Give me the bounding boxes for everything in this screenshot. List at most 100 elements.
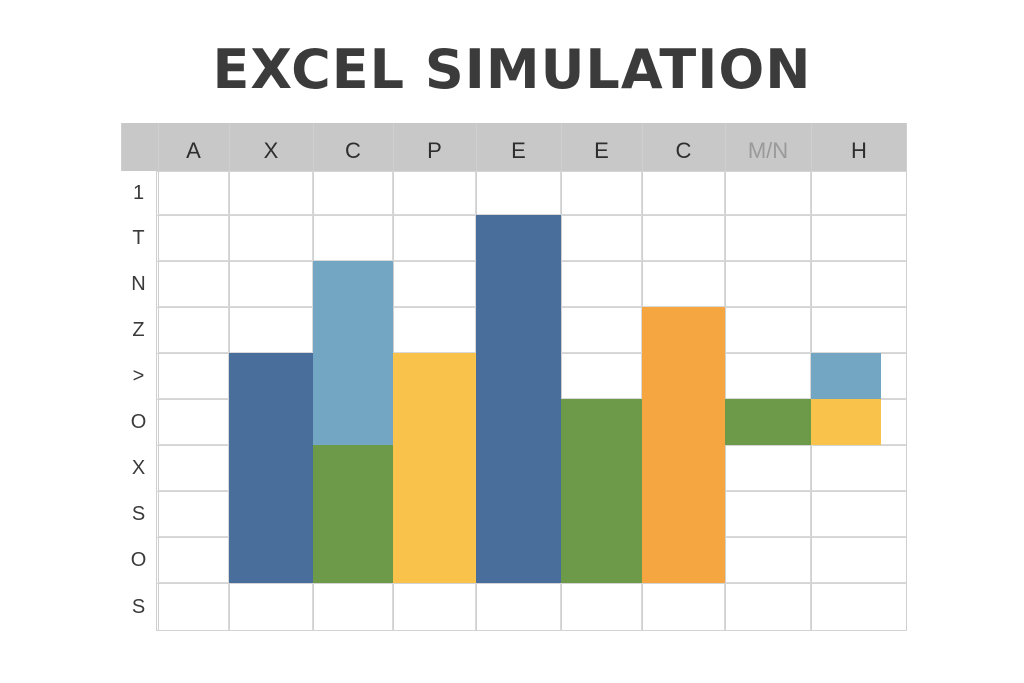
filled-cell-dark-blue[interactable] — [476, 261, 561, 307]
filled-cell-dark-blue[interactable] — [476, 445, 561, 491]
cell[interactable] — [811, 583, 907, 631]
cell[interactable] — [158, 445, 229, 491]
cell[interactable] — [158, 353, 229, 399]
cell[interactable] — [158, 491, 229, 537]
cell[interactable] — [811, 171, 907, 215]
cell[interactable] — [313, 215, 393, 261]
cell[interactable] — [561, 307, 642, 353]
filled-cell-green[interactable] — [313, 445, 393, 491]
filled-cell-orange[interactable] — [642, 537, 725, 583]
filled-cell-light-blue[interactable] — [313, 353, 393, 399]
cell[interactable] — [158, 399, 229, 445]
row-header-7[interactable]: X — [121, 445, 157, 491]
cell[interactable] — [313, 171, 393, 215]
cell[interactable] — [642, 215, 725, 261]
column-header-3[interactable]: C — [345, 138, 361, 163]
cell[interactable] — [725, 445, 811, 491]
filled-cell-green[interactable] — [725, 399, 811, 445]
filled-cell-orange[interactable] — [642, 399, 725, 445]
cell[interactable] — [725, 537, 811, 583]
cell[interactable] — [476, 583, 561, 631]
cell[interactable] — [158, 307, 229, 353]
cell[interactable] — [476, 171, 561, 215]
cell[interactable] — [158, 583, 229, 631]
filled-cell-green[interactable] — [313, 537, 393, 583]
cell[interactable] — [229, 583, 313, 631]
filled-cell-green[interactable] — [561, 537, 642, 583]
filled-cell-yellow[interactable] — [393, 445, 476, 491]
cell[interactable] — [393, 171, 476, 215]
filled-cell-dark-blue[interactable] — [229, 353, 313, 399]
filled-cell-dark-blue[interactable] — [229, 491, 313, 537]
cell[interactable] — [561, 583, 642, 631]
filled-cell-light-blue[interactable] — [313, 261, 393, 307]
cell[interactable] — [158, 215, 229, 261]
row-header-3[interactable]: N — [121, 261, 157, 307]
column-header-1[interactable]: A — [186, 138, 201, 163]
filled-cell-orange[interactable] — [642, 353, 725, 399]
filled-cell-dark-blue[interactable] — [229, 445, 313, 491]
cell[interactable] — [158, 171, 229, 215]
cell[interactable] — [725, 353, 811, 399]
cell[interactable] — [725, 491, 811, 537]
row-header-5[interactable]: > — [121, 353, 157, 399]
cell[interactable] — [811, 537, 907, 583]
filled-cell-green[interactable] — [561, 399, 642, 445]
cell[interactable] — [642, 583, 725, 631]
cell[interactable] — [393, 215, 476, 261]
cell[interactable] — [725, 583, 811, 631]
row-header-4[interactable]: Z — [121, 307, 157, 353]
cell[interactable] — [811, 445, 907, 491]
column-header-8[interactable]: M/N — [747, 138, 789, 163]
row-header-8[interactable]: S — [121, 491, 157, 537]
column-header-4[interactable]: P — [427, 138, 442, 163]
filled-cell-green[interactable] — [313, 491, 393, 537]
filled-cell-dark-blue[interactable] — [476, 307, 561, 353]
cell[interactable] — [229, 307, 313, 353]
row-header-2[interactable]: T — [121, 215, 157, 261]
cell[interactable] — [561, 261, 642, 307]
filled-cell-light-blue[interactable] — [811, 353, 881, 399]
cell[interactable] — [642, 261, 725, 307]
filled-cell-dark-blue[interactable] — [476, 537, 561, 583]
column-header-7[interactable]: C — [675, 138, 692, 163]
cell[interactable] — [158, 537, 229, 583]
cell[interactable] — [811, 491, 907, 537]
filled-cell-orange[interactable] — [642, 491, 725, 537]
row-header-6[interactable]: O — [121, 399, 157, 445]
row-header-10[interactable]: S — [121, 583, 157, 631]
filled-cell-orange[interactable] — [642, 445, 725, 491]
cell[interactable] — [393, 261, 476, 307]
cell[interactable] — [725, 171, 811, 215]
cell[interactable] — [561, 353, 642, 399]
column-header-2[interactable]: X — [263, 138, 279, 163]
cell[interactable] — [561, 171, 642, 215]
filled-cell-light-blue[interactable] — [313, 399, 393, 445]
cell[interactable] — [811, 261, 907, 307]
cell[interactable] — [725, 307, 811, 353]
cell[interactable] — [313, 583, 393, 631]
filled-cell-yellow[interactable] — [811, 399, 881, 445]
row-header-1[interactable]: 1 — [121, 171, 157, 215]
filled-cell-yellow[interactable] — [393, 399, 476, 445]
filled-cell-yellow[interactable] — [393, 537, 476, 583]
filled-cell-dark-blue[interactable] — [476, 353, 561, 399]
cell[interactable] — [561, 215, 642, 261]
cell[interactable] — [229, 215, 313, 261]
cell[interactable] — [811, 307, 907, 353]
filled-cell-dark-blue[interactable] — [229, 537, 313, 583]
cell[interactable] — [725, 215, 811, 261]
filled-cell-light-blue[interactable] — [313, 307, 393, 353]
cell[interactable] — [725, 261, 811, 307]
column-header-6[interactable]: E — [594, 138, 609, 163]
filled-cell-green[interactable] — [561, 445, 642, 491]
filled-cell-orange[interactable] — [642, 307, 725, 353]
filled-cell-yellow[interactable] — [393, 491, 476, 537]
cell[interactable] — [158, 261, 229, 307]
cell[interactable] — [393, 583, 476, 631]
column-header-9[interactable]: H — [851, 138, 867, 163]
cell[interactable] — [393, 307, 476, 353]
filled-cell-dark-blue[interactable] — [476, 491, 561, 537]
filled-cell-yellow[interactable] — [393, 353, 476, 399]
filled-cell-dark-blue[interactable] — [229, 399, 313, 445]
